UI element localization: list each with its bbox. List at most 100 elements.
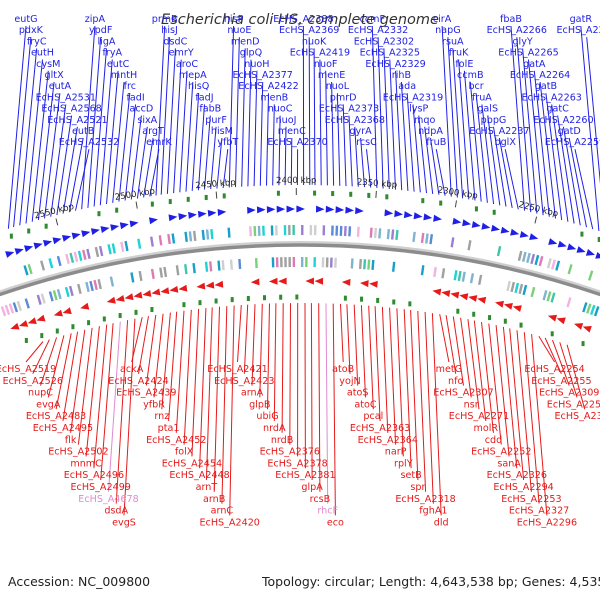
tick-label: 2250 kbp	[517, 200, 559, 219]
gene-leader-line	[417, 310, 427, 492]
category-box	[227, 227, 231, 238]
gene-leader-line	[40, 337, 58, 386]
category-box	[137, 238, 142, 249]
gene-leader-line	[143, 137, 154, 198]
gene-label-rply: rplY	[394, 458, 413, 469]
gene-leader-line	[55, 333, 72, 410]
gene-label-nuof: nuoF	[314, 59, 338, 70]
reverse-gene-arrow	[547, 314, 557, 322]
gene-label-atoc: atoC	[354, 399, 377, 410]
category-box	[52, 290, 58, 301]
forward-gene-arrow	[335, 206, 345, 214]
gene-leader-line	[467, 319, 480, 410]
gene-label-echs-a2381: EcHS_A2381	[275, 470, 335, 481]
gene-label-pmrd: pmrD	[330, 92, 357, 103]
feature-mark	[295, 294, 299, 300]
gene-label-eutg: eutG	[14, 14, 37, 25]
gene-leader-line	[523, 332, 540, 504]
gene-leader-line	[510, 25, 525, 211]
reverse-gene-arrow	[124, 293, 134, 301]
gene-leader-line	[153, 313, 164, 398]
gene-label-bglx: bglX	[494, 137, 516, 148]
category-box	[0, 306, 7, 317]
gene-label-echs-a2318: EcHS_A2318	[395, 494, 455, 505]
genome-backbone	[0, 243, 600, 297]
feature-mark	[115, 207, 119, 213]
category-box	[551, 259, 556, 270]
gene-leader-line	[56, 115, 73, 216]
gene-leader-line	[487, 115, 501, 206]
gene-leader-line	[551, 104, 569, 222]
gene-label-nuok: nuoK	[302, 36, 327, 47]
forward-gene-arrow	[266, 206, 276, 214]
forward-gene-arrow	[394, 210, 403, 218]
gene-label-aroc: aroC	[176, 59, 198, 70]
feature-mark	[456, 308, 460, 314]
category-box	[588, 270, 594, 281]
forward-gene-arrow	[296, 205, 305, 213]
forward-gene-arrow	[519, 231, 529, 238]
gene-leader-line	[213, 306, 220, 492]
category-box	[56, 288, 62, 300]
feature-mark	[276, 190, 280, 196]
gene-label-echs-a2483: EcHS_A2483	[26, 411, 86, 422]
category-box	[221, 260, 225, 271]
gene-leader-line	[118, 93, 131, 202]
reverse-gene-arrow	[360, 280, 369, 288]
gene-leader-line	[272, 104, 275, 186]
gene-label-echs-a2423: EcHS_A2423	[214, 376, 274, 387]
tick-label: 2350 kbp	[356, 177, 397, 190]
gene-leader-line	[251, 304, 256, 386]
gene-leader-line	[106, 70, 119, 205]
category-box	[40, 260, 46, 271]
forward-gene-arrow	[71, 232, 81, 240]
category-box	[210, 229, 214, 240]
gene-label-nrda: nrdA	[263, 423, 286, 434]
feature-mark	[9, 233, 13, 239]
gene-label-echs-a2439: EcHS_A2439	[116, 388, 176, 399]
gene-label-echs-a2454: EcHS_A2454	[162, 458, 222, 469]
gene-leader-line	[278, 115, 281, 186]
gene-label-prmb: prmB	[152, 14, 178, 25]
category-box	[69, 252, 75, 263]
forward-gene-arrow	[90, 228, 100, 235]
gene-label-echs-a2326: EcHS_A2326	[487, 470, 547, 481]
category-box	[97, 278, 102, 290]
gene-label-echs-a2422: EcHS_A2422	[238, 81, 298, 92]
gene-leader-line	[253, 70, 258, 187]
gene-leader-line	[331, 81, 335, 186]
category-box	[64, 286, 70, 298]
gene-label-echs-a2421: EcHS_A2421	[207, 364, 267, 375]
feature-mark	[376, 297, 380, 303]
feature-mark	[385, 194, 389, 200]
forward-gene-arrow	[567, 243, 577, 251]
genome-ring	[0, 190, 600, 347]
gene-leader-line	[412, 104, 421, 193]
category-box	[4, 304, 11, 315]
gene-leader-line	[586, 37, 600, 184]
feature-mark	[102, 316, 106, 322]
gene-label-echs-a2325: EcHS_A2325	[360, 48, 420, 59]
forward-gene-arrow	[500, 226, 510, 234]
forward-gene-arrow	[576, 246, 586, 253]
gene-leader-line	[235, 37, 240, 188]
gene-leader-line	[528, 59, 544, 216]
category-box	[12, 302, 19, 313]
gene-leader-line	[340, 303, 344, 363]
category-box	[369, 227, 373, 238]
gene-label-gals: galS	[477, 104, 498, 115]
category-box	[16, 300, 22, 312]
forward-gene-arrow	[403, 211, 413, 219]
forward-gene-arrow	[81, 230, 91, 238]
gene-leader-line	[205, 307, 213, 481]
gene-label-fadi: fadI	[127, 92, 145, 103]
gene-leader-line	[210, 126, 217, 190]
gene-leader-line	[267, 303, 270, 410]
gene-label-yfbr: yfbR	[143, 399, 165, 410]
gene-label-atos: atoS	[347, 388, 369, 399]
gene-label-mene: menE	[318, 70, 345, 81]
gene-leader-line	[204, 115, 211, 190]
gene-leader-line	[481, 104, 495, 205]
gene-label-flk: flk	[65, 435, 77, 446]
forward-strand-labels: eutGpdxKfryCeutHcysMgltXeutAEcHS_A2531Ec…	[14, 14, 600, 148]
